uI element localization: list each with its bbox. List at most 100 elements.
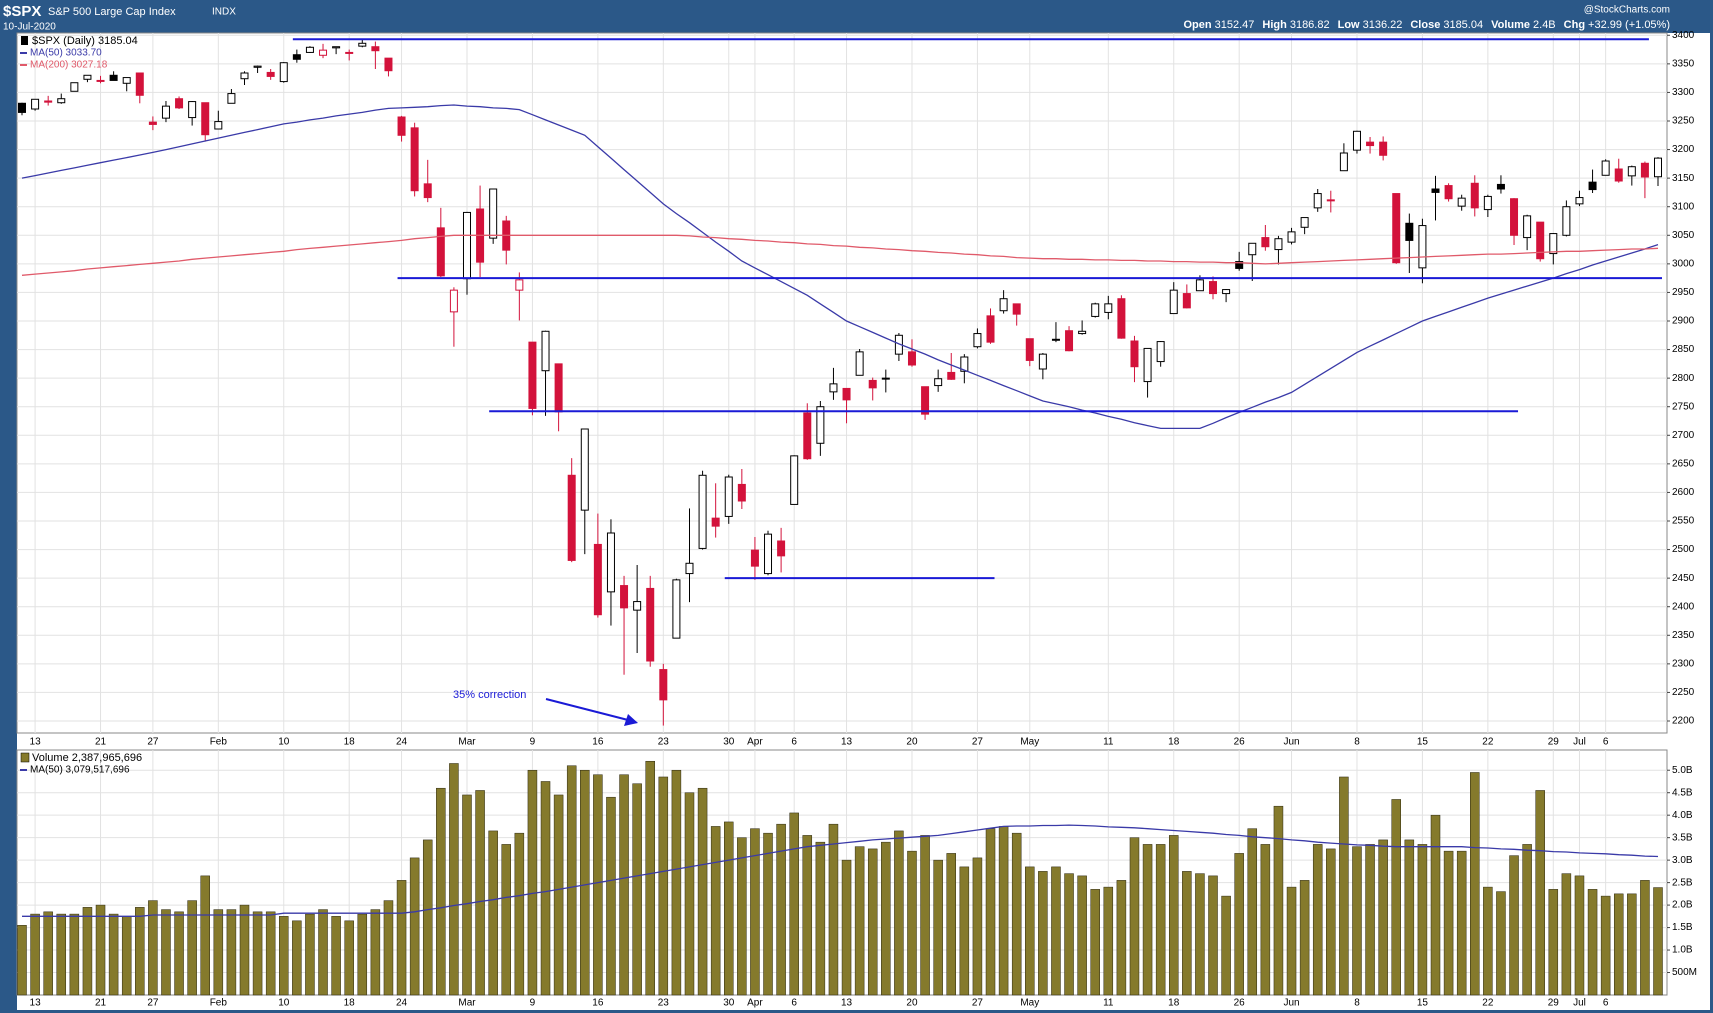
- candle-body: [279, 62, 288, 83]
- y-tick-label: 2850: [1672, 344, 1695, 355]
- volume-bar: [318, 909, 328, 996]
- candle-body: [397, 116, 406, 136]
- volume-bar: [841, 859, 852, 996]
- candle-body: [620, 585, 629, 609]
- volume-bar: [867, 848, 878, 996]
- volume-bar: [789, 812, 799, 996]
- volume-bar: [1077, 875, 1087, 996]
- candle-body: [659, 669, 668, 701]
- candle-body: [790, 455, 799, 505]
- x-tick-label: 15: [1417, 737, 1429, 748]
- volume-bar: [1404, 839, 1415, 996]
- x-tick-label: 20: [906, 998, 918, 1009]
- volume-bar: [933, 859, 943, 996]
- candle-body: [1261, 237, 1270, 248]
- candle-body: [1300, 217, 1309, 228]
- volume-bar: [1312, 844, 1323, 996]
- y-tick-label: 2550: [1672, 516, 1695, 527]
- volume-bar: [200, 875, 210, 996]
- candle-body: [1248, 242, 1257, 256]
- candle-body: [842, 387, 851, 401]
- candle-body: [999, 298, 1008, 312]
- quote-label: Chg: [1564, 19, 1585, 31]
- candle-body: [541, 330, 550, 372]
- volume-bar: [998, 826, 1009, 996]
- candle-body: [646, 587, 655, 662]
- x-tick-label: 10: [278, 737, 290, 748]
- x-tick-label: 29: [1548, 998, 1560, 1009]
- legend-ma200: MA(200) 3027.18: [30, 60, 108, 71]
- candle-body: [868, 379, 877, 389]
- candle-body: [947, 371, 956, 380]
- candle-body: [528, 341, 537, 409]
- volume-bar: [802, 835, 813, 996]
- candle-body: [1235, 261, 1244, 269]
- candle-body: [1143, 347, 1152, 383]
- y-tick-label: 2700: [1672, 430, 1695, 441]
- candle-body: [934, 378, 943, 387]
- candle-body: [358, 42, 367, 47]
- y-tick-label: 3.0B: [1672, 855, 1693, 866]
- candle-body: [1418, 225, 1427, 269]
- candle-body: [70, 82, 79, 92]
- candle-body: [554, 363, 563, 413]
- volume-bar: [1509, 855, 1519, 996]
- y-tick-label: 2750: [1672, 401, 1695, 412]
- candle-body: [855, 351, 864, 376]
- quote-label: Close: [1410, 19, 1440, 31]
- volume-bar: [619, 774, 629, 996]
- volume-bar: [239, 904, 250, 996]
- volume-bar: [1208, 875, 1218, 996]
- x-tick-label: 21: [95, 737, 107, 748]
- candle-body: [1575, 197, 1584, 205]
- y-tick-label: 1.0B: [1672, 945, 1693, 956]
- volume-bar: [396, 880, 407, 996]
- subtitle: S&P 500 Large Cap Index: [48, 6, 176, 18]
- volume-bar: [1155, 844, 1166, 996]
- candle-body: [960, 356, 969, 372]
- candle-body: [109, 74, 118, 81]
- quote-value: 3152.47: [1215, 19, 1255, 31]
- candle-body: [1431, 188, 1440, 193]
- volume-bar: [1116, 880, 1127, 996]
- candle-body: [1654, 157, 1662, 178]
- legend-volume: Volume 2,387,965,696: [32, 752, 142, 764]
- x-tick-label: May: [1020, 737, 1039, 748]
- y-tick-label: 3350: [1672, 58, 1695, 69]
- candle-body: [1091, 303, 1100, 317]
- candle-body: [829, 383, 838, 393]
- y-tick-label: 2600: [1672, 487, 1695, 498]
- candle-body: [1051, 338, 1060, 341]
- y-tick-label: 2200: [1672, 716, 1695, 727]
- credit: @StockCharts.com: [1584, 5, 1670, 16]
- x-tick-label: 8: [1354, 998, 1360, 1009]
- candle-body: [1588, 181, 1597, 191]
- candle-body: [816, 406, 825, 444]
- volume-bar: [69, 913, 80, 996]
- moving-average-line: [21, 234, 1659, 276]
- candle-body: [1274, 238, 1283, 251]
- candle-body: [83, 74, 92, 80]
- volume-bar: [1627, 893, 1637, 996]
- volume-bar: [383, 900, 394, 996]
- x-tick-label: 27: [147, 737, 159, 748]
- x-tick-label: Jul: [1573, 737, 1586, 748]
- candle-body: [777, 540, 786, 557]
- y-tick-label: 3050: [1672, 230, 1695, 241]
- x-tick-label: Jul: [1573, 998, 1586, 1009]
- volume-bar: [881, 841, 891, 996]
- volume-bar: [710, 826, 721, 996]
- y-tick-label: 2.0B: [1672, 900, 1693, 911]
- volume-bar: [1365, 844, 1375, 996]
- y-tick-label: 2350: [1672, 630, 1695, 641]
- x-tick-label: 11: [1103, 737, 1114, 748]
- volume-bar: [632, 783, 642, 996]
- quote-value: 3136.22: [1363, 19, 1403, 31]
- candle-body: [436, 227, 445, 277]
- candle-body: [266, 71, 275, 77]
- volume-bar: [1417, 844, 1428, 996]
- candle-body: [698, 474, 707, 549]
- x-tick-label: 6: [1603, 737, 1609, 748]
- x-tick-label: 10: [278, 998, 290, 1009]
